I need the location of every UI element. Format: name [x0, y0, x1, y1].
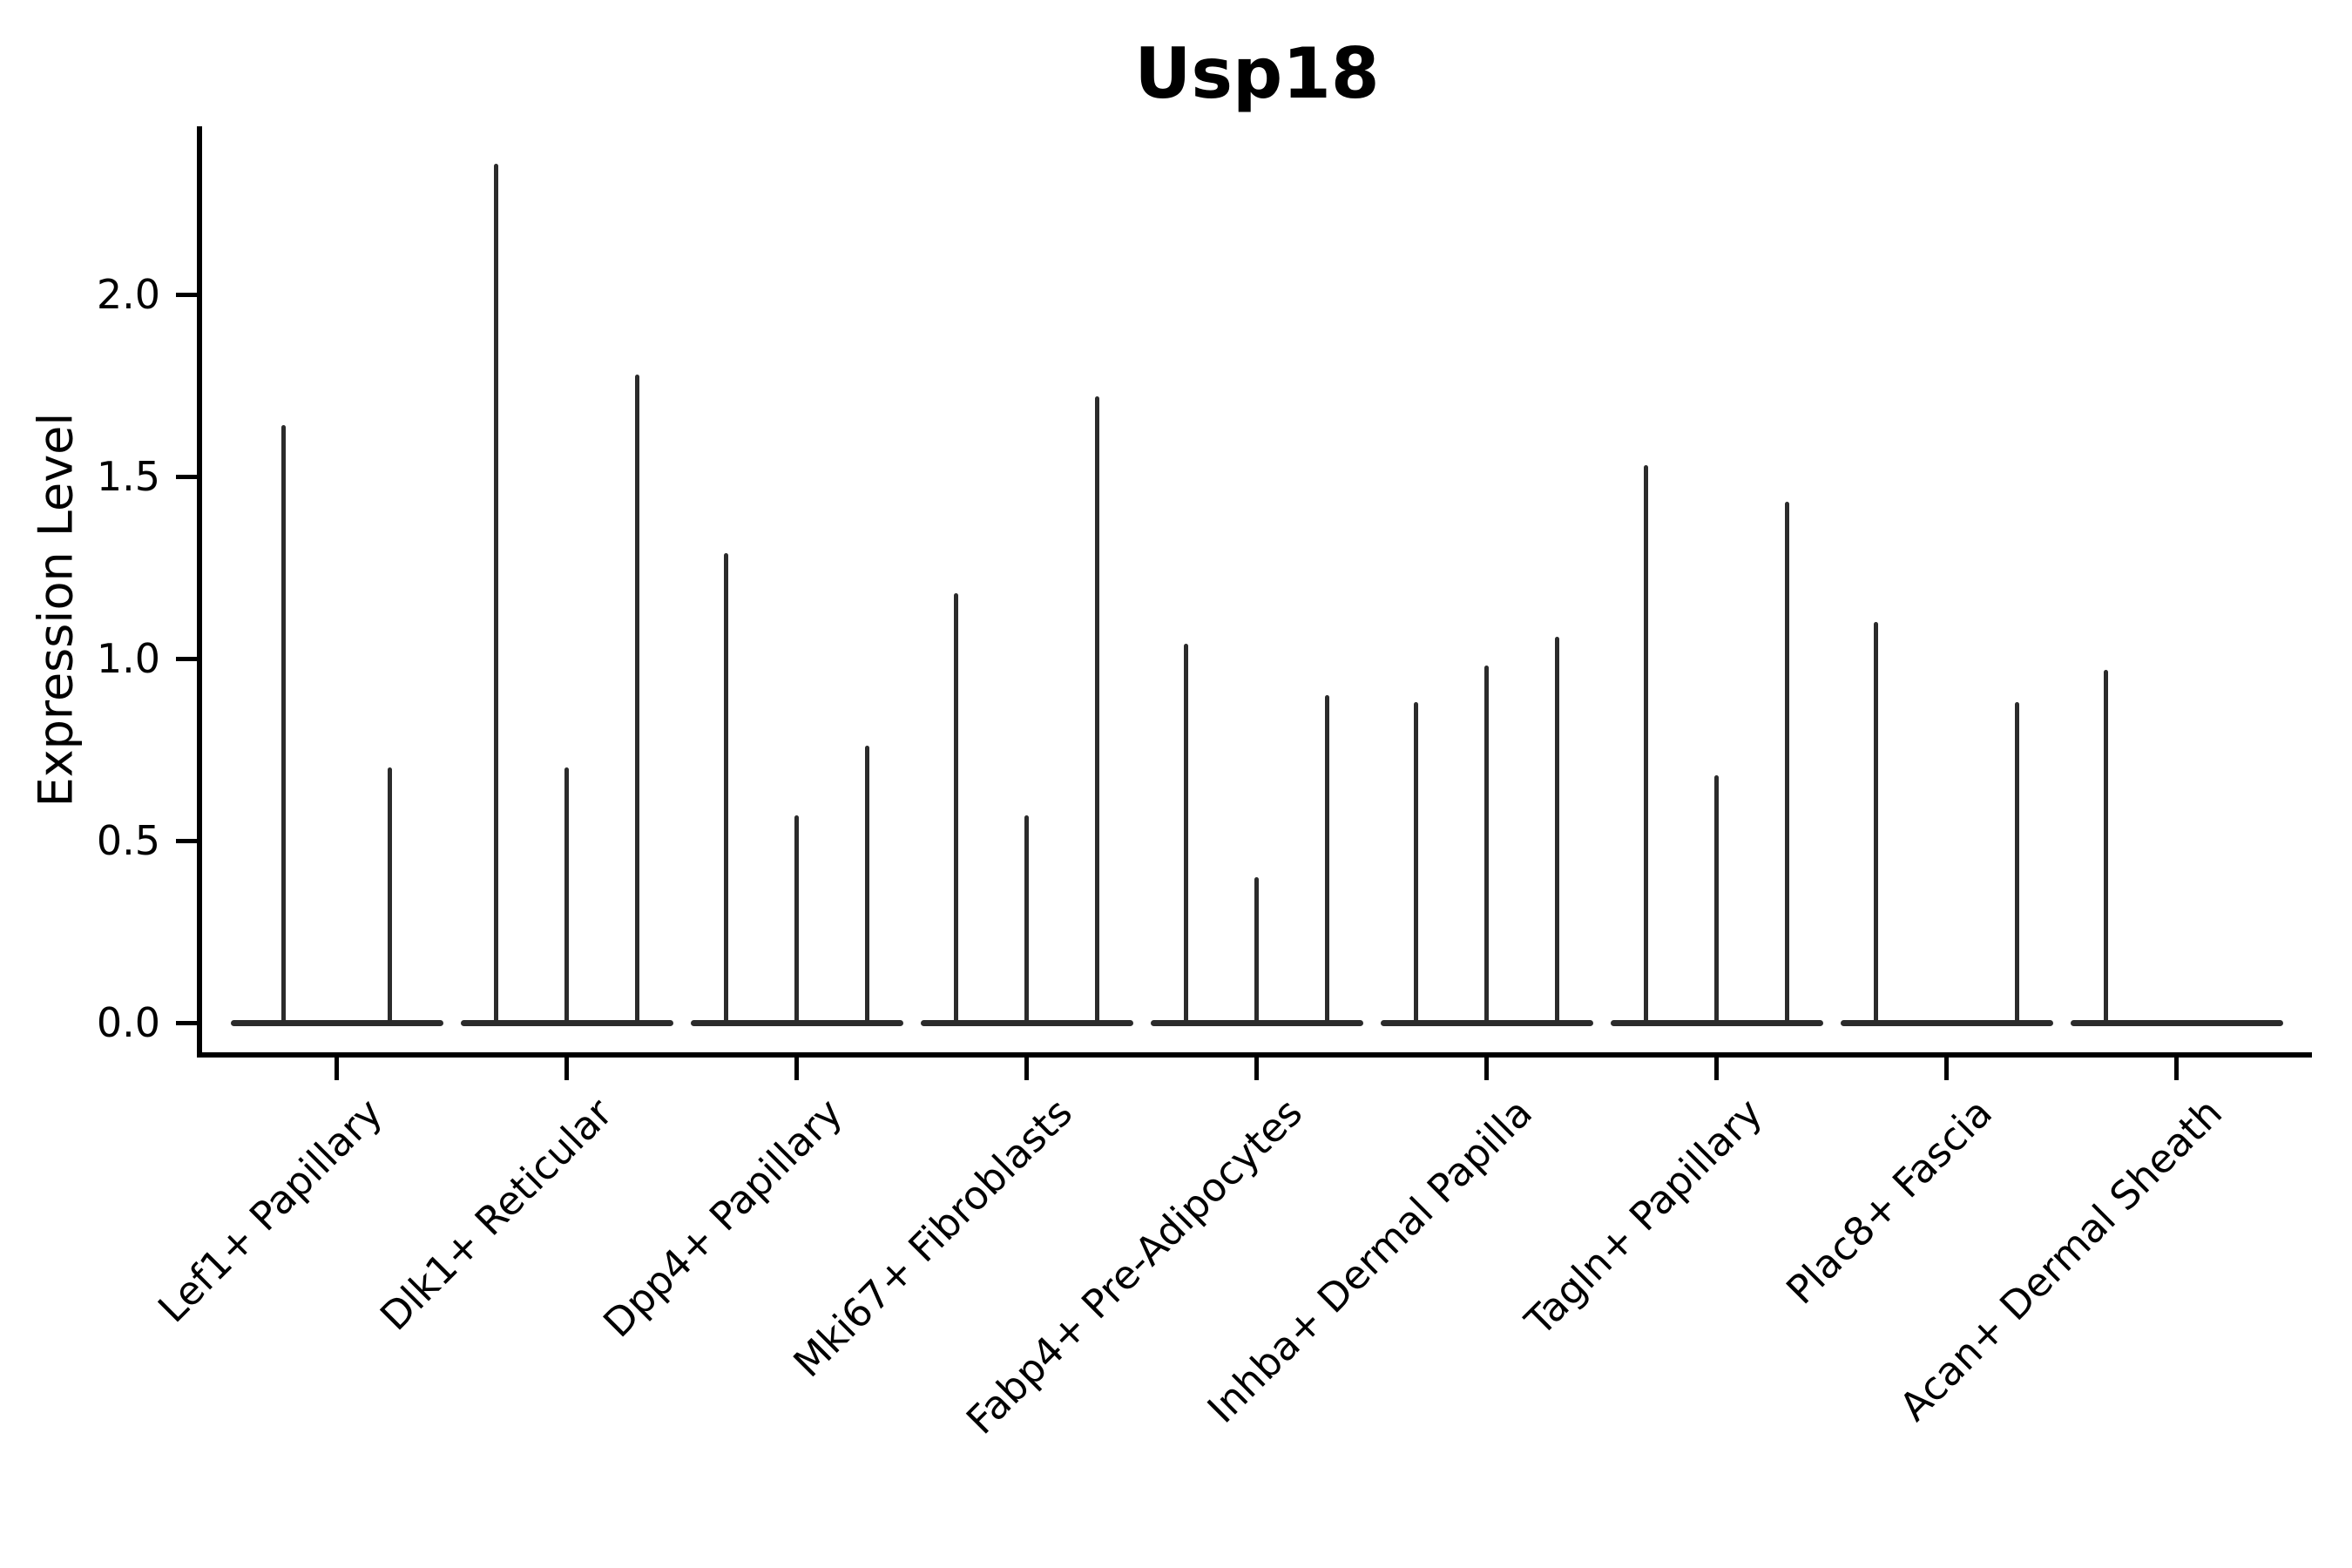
x-category-label: Plac8+ Fascia [1776, 1089, 2001, 1314]
violin-spike [1024, 814, 1029, 1023]
violin-baseline [2070, 1019, 2283, 1026]
violin-spike [723, 552, 728, 1023]
violin-baseline [1610, 1019, 1823, 1026]
violin-spike [794, 814, 799, 1023]
y-tick-mark [176, 1020, 199, 1025]
violin-spike [1555, 636, 1560, 1023]
y-tick-label: 1.0 [96, 635, 160, 682]
x-tick-mark [1714, 1058, 1719, 1080]
violin-spike [1413, 702, 1418, 1023]
violin-spike [1714, 774, 1719, 1023]
y-tick-mark [176, 656, 199, 661]
x-tick-mark [564, 1058, 569, 1080]
violin-spike [2015, 702, 2020, 1023]
violin-spike [1873, 622, 1878, 1023]
x-tick-mark [2174, 1058, 2179, 1080]
violin-spike [865, 746, 870, 1023]
violin-baseline [1380, 1019, 1593, 1026]
x-tick-mark [335, 1058, 339, 1080]
violin-baseline [230, 1019, 443, 1026]
violin-spike [564, 767, 569, 1023]
violin-spike [953, 592, 958, 1023]
violin-baseline [1150, 1019, 1363, 1026]
y-tick-label: 0.5 [96, 817, 160, 864]
x-category-label: Dpp4+ Papillary [593, 1089, 851, 1347]
y-axis-label: Expression Level [28, 412, 84, 808]
x-tick-mark [1254, 1058, 1259, 1080]
violin-spike [1095, 396, 1100, 1023]
violin-spike [1785, 502, 1790, 1023]
y-axis-spine [197, 126, 202, 1058]
y-tick-label: 2.0 [96, 271, 160, 318]
violin-baseline [460, 1019, 673, 1026]
x-category-label: Tagln+ Papillary [1516, 1089, 1771, 1345]
y-tick-mark [176, 474, 199, 479]
violin-spike [1484, 666, 1489, 1023]
violin-spike [635, 374, 640, 1023]
y-tick-label: 0.0 [96, 999, 160, 1046]
violin-spike [1254, 876, 1259, 1023]
x-category-label: Lef1+ Papillary [148, 1089, 391, 1332]
y-tick-label: 1.5 [96, 453, 160, 500]
x-axis-spine [197, 1052, 2312, 1058]
x-tick-mark [794, 1058, 799, 1080]
x-tick-mark [1024, 1058, 1029, 1080]
violin-spike [1325, 694, 1330, 1023]
x-category-label: Dlk1+ Reticular [370, 1089, 621, 1340]
violin-baseline [920, 1019, 1133, 1026]
violin-baseline [690, 1019, 903, 1026]
violin-spike [2103, 669, 2108, 1023]
x-tick-mark [1484, 1058, 1489, 1080]
violin-spike [493, 163, 498, 1023]
violin-spike [1183, 644, 1188, 1023]
violin-spike [388, 767, 392, 1023]
y-tick-mark [176, 838, 199, 843]
chart-title: Usp18 [1134, 33, 1380, 114]
violin-spike [281, 425, 286, 1023]
x-tick-mark [1944, 1058, 1949, 1080]
violin-baseline [1840, 1019, 2053, 1026]
y-tick-mark [176, 292, 199, 297]
violin-spike [1643, 465, 1648, 1023]
